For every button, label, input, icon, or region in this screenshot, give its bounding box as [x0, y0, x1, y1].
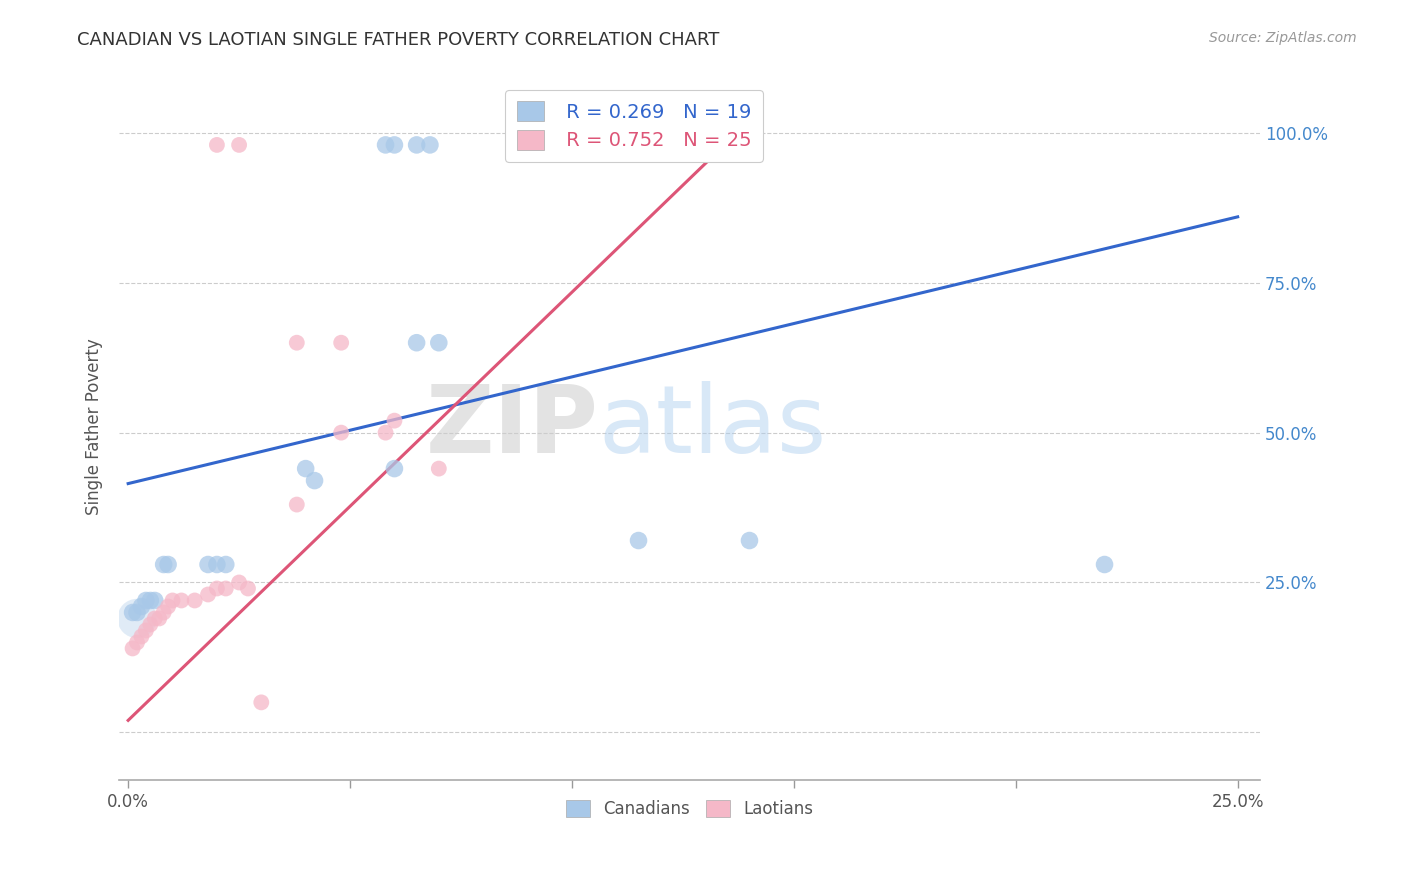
Point: [157, 599, 180, 614]
Point: [135, 624, 157, 638]
Point: [205, 558, 228, 572]
Point: [384, 414, 406, 428]
Point: [384, 461, 406, 475]
Point: [419, 137, 441, 152]
Point: [183, 593, 205, 607]
Point: [427, 335, 450, 350]
Point: [143, 611, 166, 625]
Legend: Canadians, Laotians: Canadians, Laotians: [560, 794, 820, 825]
Point: [215, 558, 238, 572]
Point: [285, 335, 308, 350]
Point: [205, 137, 228, 152]
Point: [152, 606, 174, 620]
Point: [330, 335, 353, 350]
Point: [205, 582, 228, 596]
Point: [304, 474, 326, 488]
Point: [152, 558, 174, 572]
Point: [125, 635, 148, 649]
Point: [330, 425, 353, 440]
Text: CANADIAN VS LAOTIAN SINGLE FATHER POVERTY CORRELATION CHART: CANADIAN VS LAOTIAN SINGLE FATHER POVERT…: [77, 31, 720, 49]
Point: [374, 425, 396, 440]
Point: [215, 582, 238, 596]
Point: [228, 137, 250, 152]
Y-axis label: Single Father Poverty: Single Father Poverty: [86, 338, 103, 515]
Point: [125, 606, 148, 620]
Point: [139, 617, 162, 632]
Point: [131, 599, 153, 614]
Text: atlas: atlas: [599, 381, 827, 473]
Point: [374, 137, 396, 152]
Point: [121, 606, 143, 620]
Point: [427, 461, 450, 475]
Point: [405, 137, 427, 152]
Point: [250, 695, 273, 709]
Point: [162, 593, 184, 607]
Point: [627, 533, 650, 548]
Point: [131, 629, 153, 643]
Point: [157, 558, 180, 572]
Point: [121, 641, 143, 656]
Point: [197, 587, 219, 601]
Point: [294, 461, 316, 475]
Point: [236, 582, 259, 596]
Point: [125, 611, 148, 625]
Point: [285, 498, 308, 512]
Point: [405, 335, 427, 350]
Point: [135, 593, 157, 607]
Point: [148, 611, 170, 625]
Point: [139, 593, 162, 607]
Point: [170, 593, 193, 607]
Point: [143, 593, 166, 607]
Point: [197, 558, 219, 572]
Text: ZIP: ZIP: [426, 381, 599, 473]
Point: [384, 137, 406, 152]
Text: Source: ZipAtlas.com: Source: ZipAtlas.com: [1209, 31, 1357, 45]
Point: [1094, 558, 1116, 572]
Point: [228, 575, 250, 590]
Point: [738, 533, 761, 548]
